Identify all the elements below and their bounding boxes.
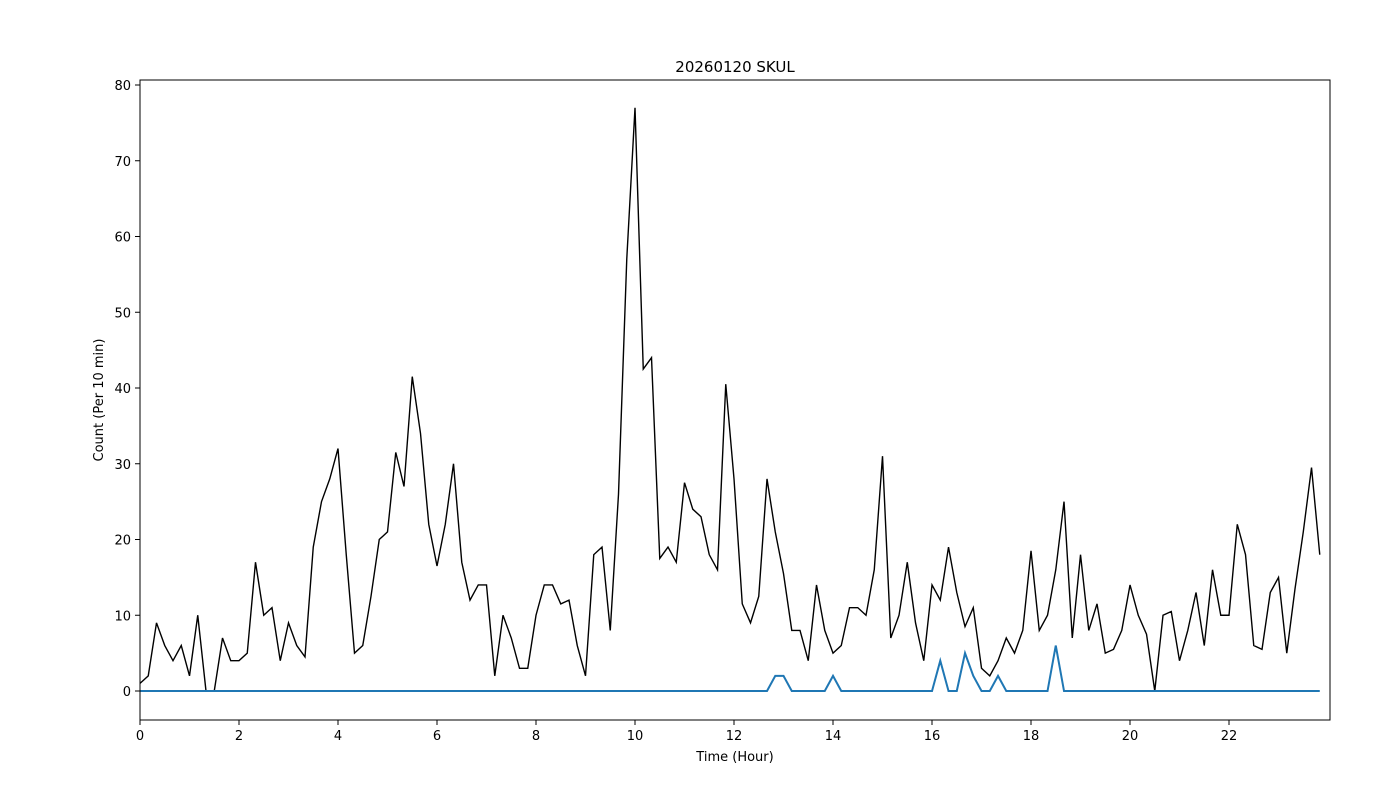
x-tick-label: 14 [825,729,842,744]
series-layer [139,107,1321,692]
x-axis: 0 2 4 6 8 10 12 14 16 18 20 22 [136,720,1237,744]
chart-title: 20260120 SKUL [675,58,795,76]
y-tick-label: 10 [114,609,131,624]
y-tick-label: 60 [114,231,131,246]
x-tick-label: 22 [1221,729,1238,744]
y-axis-label: Count (Per 10 min) [92,339,107,462]
y-tick-label: 80 [114,79,131,94]
x-tick-label: 2 [235,729,243,744]
x-tick-label: 18 [1023,729,1040,744]
x-tick-label: 0 [136,729,144,744]
series-line-2 [140,645,1320,692]
x-tick-label: 10 [627,729,644,744]
y-tick-label: 20 [114,534,131,549]
x-tick-label: 6 [433,729,441,744]
y-tick-label: 50 [114,306,131,321]
y-axis: 0 10 20 30 40 50 60 70 80 [114,79,140,700]
x-tick-label: 20 [1122,729,1139,744]
series-line-1 [139,107,1321,692]
y-tick-label: 70 [114,155,131,170]
y-tick-label: 40 [114,382,131,397]
x-tick-label: 4 [334,729,342,744]
y-tick-label: 0 [123,685,131,700]
x-tick-label: 8 [532,729,540,744]
x-tick-label: 16 [924,729,941,744]
plot-frame [139,79,1331,721]
x-axis-label: Time (Hour) [695,750,773,765]
y-tick-label: 30 [114,458,131,473]
x-tick-label: 12 [726,729,743,744]
